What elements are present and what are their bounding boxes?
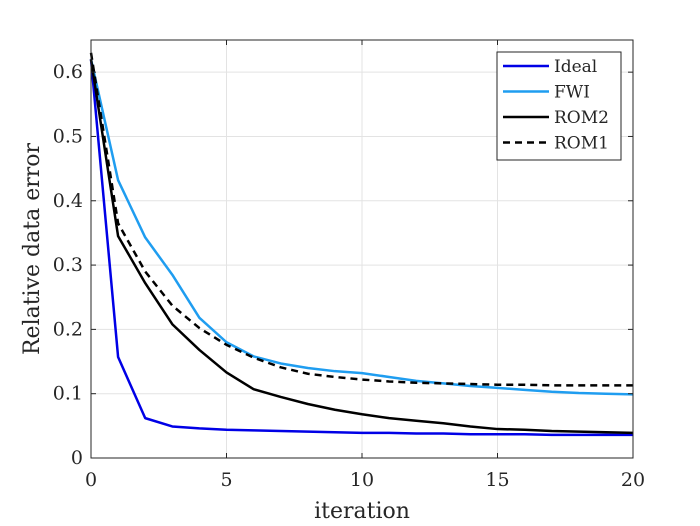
x-tick-label: 15 [485,469,509,491]
legend-label-rom2: ROM2 [554,108,609,128]
x-axis-label: iteration [314,499,410,524]
legend-label-ideal: Ideal [554,57,597,77]
y-tick-label: 0.5 [53,125,83,147]
x-tick-label: 10 [350,469,374,491]
y-tick-label: 0.3 [53,254,83,276]
series-line-fwi [89,59,634,396]
x-tick-label: 20 [621,469,645,491]
y-tick-label: 0.4 [53,190,83,212]
y-tick-label: 0.1 [53,383,83,405]
y-tick-label: 0 [71,447,83,469]
legend-label-fwi: FWI [554,83,590,103]
series-layer [89,52,634,437]
x-tick-label: 0 [85,469,97,491]
series-line-rom2 [89,59,634,435]
y-axis-label: Relative data error [20,143,45,356]
legend: Ideal FWI ROM2 ROM1 [496,51,622,161]
axis-ticks: 0 5 10 15 20 0 0.1 0.2 0.3 0.4 0.5 0.6 [53,40,645,491]
y-tick-label: 0.6 [53,61,83,83]
y-tick-label: 0.2 [53,318,83,340]
series-line-rom1 [89,52,633,387]
series-line-ideal [89,59,633,437]
legend-label-rom1: ROM1 [554,134,609,154]
x-tick-label: 5 [220,469,232,491]
